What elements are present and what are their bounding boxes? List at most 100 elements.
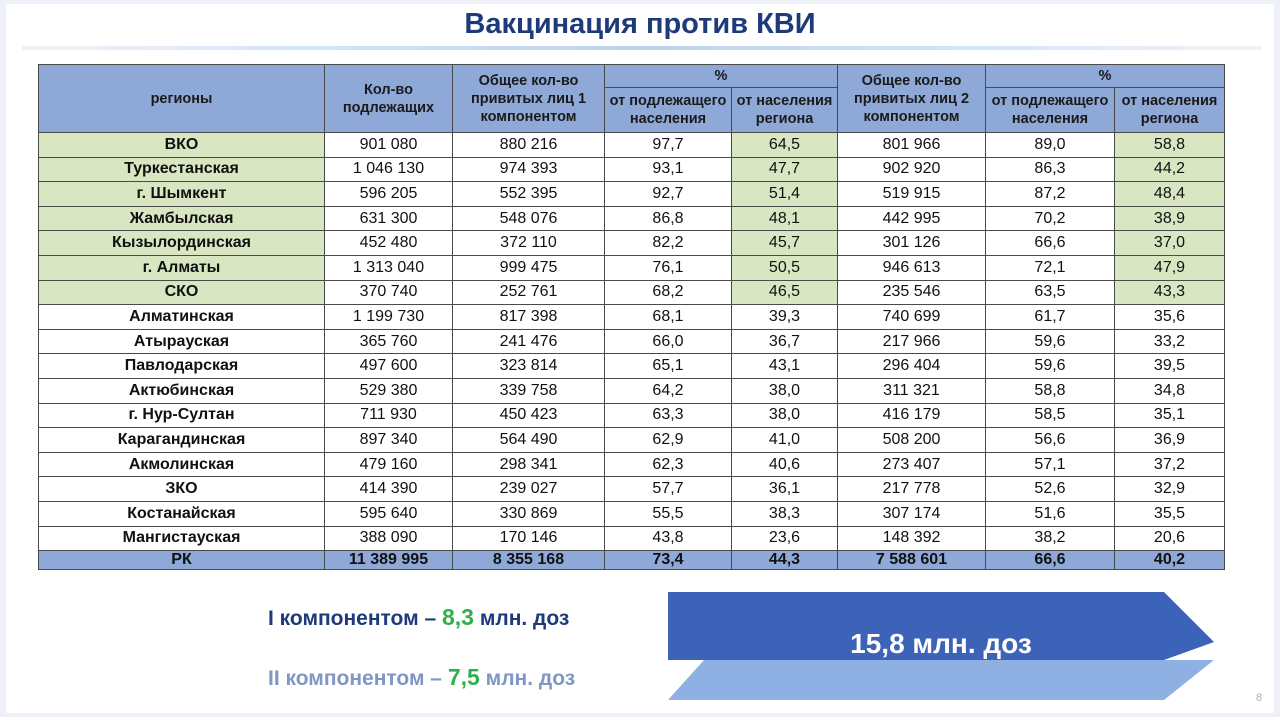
cell-percent-population-2: 35,1 — [1114, 402, 1225, 429]
cell-percent-subject-2: 57,1 — [985, 451, 1115, 478]
cell-subject: 388 090 — [324, 525, 453, 552]
cell-subject: 1 199 730 — [324, 304, 453, 330]
cell-percent-population-1: 45,7 — [731, 230, 838, 256]
cell-percent-subject-1: 68,2 — [604, 279, 732, 306]
cell-vaccinated-2: 217 778 — [837, 476, 986, 502]
cell-vaccinated-1: 880 216 — [452, 132, 605, 158]
cell-percent-subject-1: 68,1 — [604, 304, 732, 330]
cell-percent-population-1: 38,0 — [731, 402, 838, 429]
total-subject: 11 389 995 — [324, 550, 453, 571]
cell-percent-subject-1: 92,7 — [604, 181, 732, 207]
cell-percent-subject-1: 62,3 — [604, 451, 732, 478]
cell-percent-subject-2: 58,8 — [985, 377, 1115, 404]
table-row: Кызылординская 452 480 372 110 82,2 45,7 301 … — [38, 230, 1225, 256]
cell-vaccinated-1: 298 341 — [452, 451, 605, 478]
cell-percent-subject-1: 76,1 — [604, 254, 732, 281]
cell-vaccinated-1: 170 146 — [452, 525, 605, 552]
cell-subject: 897 340 — [324, 427, 453, 453]
cell-region: Кызылординская — [38, 230, 325, 256]
cell-vaccinated-1: 323 814 — [452, 353, 605, 379]
cell-percent-subject-1: 55,5 — [604, 500, 732, 527]
cell-vaccinated-1: 372 110 — [452, 230, 605, 256]
second-component-label: II компонентом – — [268, 667, 442, 690]
cell-percent-population-2: 37,0 — [1114, 230, 1225, 256]
cell-subject: 370 740 — [324, 279, 453, 306]
cell-percent-subject-2: 51,6 — [985, 500, 1115, 527]
table-row: Карагандинская 897 340 564 490 62,9 41,0 508 … — [38, 427, 1225, 453]
table-row: Актюбинская 529 380 339 758 64,2 38,0 311 321… — [38, 377, 1225, 404]
cell-percent-population-2: 48,4 — [1114, 181, 1225, 207]
vaccination-table: регионы Кол-во подлежащих Общее кол-во п… — [38, 64, 1225, 571]
cell-vaccinated-2: 416 179 — [837, 402, 986, 429]
first-component-label: I компонентом – — [268, 607, 437, 630]
cell-subject: 901 080 — [324, 132, 453, 158]
cell-region: Павлодарская — [38, 353, 325, 379]
cell-region: г. Шымкент — [38, 181, 325, 207]
cell-percent-population-2: 47,9 — [1114, 254, 1225, 281]
cell-percent-population-1: 64,5 — [731, 132, 838, 158]
cell-region: Туркестанская — [38, 156, 325, 183]
total-percent-population-2: 40,2 — [1114, 550, 1225, 571]
cell-region: Костанайская — [38, 500, 325, 527]
cell-vaccinated-2: 301 126 — [837, 230, 986, 256]
cell-percent-population-2: 34,8 — [1114, 377, 1225, 404]
cell-percent-subject-2: 59,6 — [985, 353, 1115, 379]
first-component-unit: млн. доз — [479, 607, 570, 630]
table-row: ВКО 901 080 880 216 97,7 64,5 801 966 89,0 58,8 — [38, 132, 1225, 158]
total-vaccinated-2: 7 588 601 — [837, 550, 986, 571]
cell-percent-subject-2: 66,6 — [985, 230, 1115, 256]
header-from-subject-2: от подлежащего населения — [985, 87, 1115, 133]
cell-vaccinated-2: 307 174 — [837, 500, 986, 527]
cell-percent-subject-1: 62,9 — [604, 427, 732, 453]
table-body: ВКО 901 080 880 216 97,7 64,5 801 966 89,0 58,8… — [38, 132, 1225, 552]
cell-vaccinated-1: 450 423 — [452, 402, 605, 429]
cell-vaccinated-1: 974 393 — [452, 156, 605, 183]
cell-vaccinated-2: 740 699 — [837, 304, 986, 330]
cell-percent-subject-2: 38,2 — [985, 525, 1115, 552]
header-percent-1: % — [604, 64, 838, 88]
cell-percent-subject-2: 87,2 — [985, 181, 1115, 207]
total-vaccinated-1: 8 355 168 — [452, 550, 605, 571]
cell-vaccinated-1: 241 476 — [452, 328, 605, 355]
arrow-lower-band — [668, 660, 1214, 700]
cell-vaccinated-1: 252 761 — [452, 279, 605, 306]
header-subject: Кол-во подлежащих — [324, 64, 453, 133]
table-row: г. Алматы 1 313 040 999 475 76,1 50,5 946 613… — [38, 254, 1225, 281]
header-vaccinated-1: Общее кол-во привитых лиц 1 компонентом — [452, 64, 605, 133]
cell-percent-subject-2: 58,5 — [985, 402, 1115, 429]
table-row: Костанайская 595 640 330 869 55,5 38,3 307 17… — [38, 500, 1225, 527]
cell-percent-subject-2: 52,6 — [985, 476, 1115, 502]
cell-subject: 452 480 — [324, 230, 453, 256]
cell-vaccinated-2: 801 966 — [837, 132, 986, 158]
cell-vaccinated-1: 548 076 — [452, 205, 605, 232]
cell-subject: 596 205 — [324, 181, 453, 207]
cell-percent-population-1: 36,1 — [731, 476, 838, 502]
table-row: Акмолинская 479 160 298 341 62,3 40,6 273 407… — [38, 451, 1225, 478]
cell-subject: 365 760 — [324, 328, 453, 355]
cell-vaccinated-2: 519 915 — [837, 181, 986, 207]
cell-vaccinated-2: 508 200 — [837, 427, 986, 453]
cell-percent-population-2: 32,9 — [1114, 476, 1225, 502]
cell-percent-subject-1: 63,3 — [604, 402, 732, 429]
cell-region: ЗКО — [38, 476, 325, 502]
header-from-subject-1: от подлежащего населения — [604, 87, 732, 133]
cell-region: Алматинская — [38, 304, 325, 330]
cell-vaccinated-1: 339 758 — [452, 377, 605, 404]
cell-region: Карагандинская — [38, 427, 325, 453]
cell-region: Мангистауская — [38, 525, 325, 552]
cell-percent-population-2: 38,9 — [1114, 205, 1225, 232]
cell-percent-subject-1: 86,8 — [604, 205, 732, 232]
cell-percent-population-1: 50,5 — [731, 254, 838, 281]
second-component-summary: II компонентом – 7,5 млн. доз — [268, 664, 575, 691]
table-row: Жамбылская 631 300 548 076 86,8 48,1 442 995 7… — [38, 205, 1225, 232]
cell-percent-subject-2: 70,2 — [985, 205, 1115, 232]
second-component-value: 7,5 — [447, 664, 480, 690]
table-row: Атырауская 365 760 241 476 66,0 36,7 217 966 5… — [38, 328, 1225, 355]
table-row: Алматинская 1 199 730 817 398 68,1 39,3 740 6… — [38, 304, 1225, 330]
cell-vaccinated-2: 217 966 — [837, 328, 986, 355]
cell-percent-subject-1: 97,7 — [604, 132, 732, 158]
arrow-upper-band — [668, 592, 1214, 660]
cell-percent-subject-2: 63,5 — [985, 279, 1115, 306]
cell-percent-subject-2: 61,7 — [985, 304, 1115, 330]
cell-percent-population-1: 39,3 — [731, 304, 838, 330]
